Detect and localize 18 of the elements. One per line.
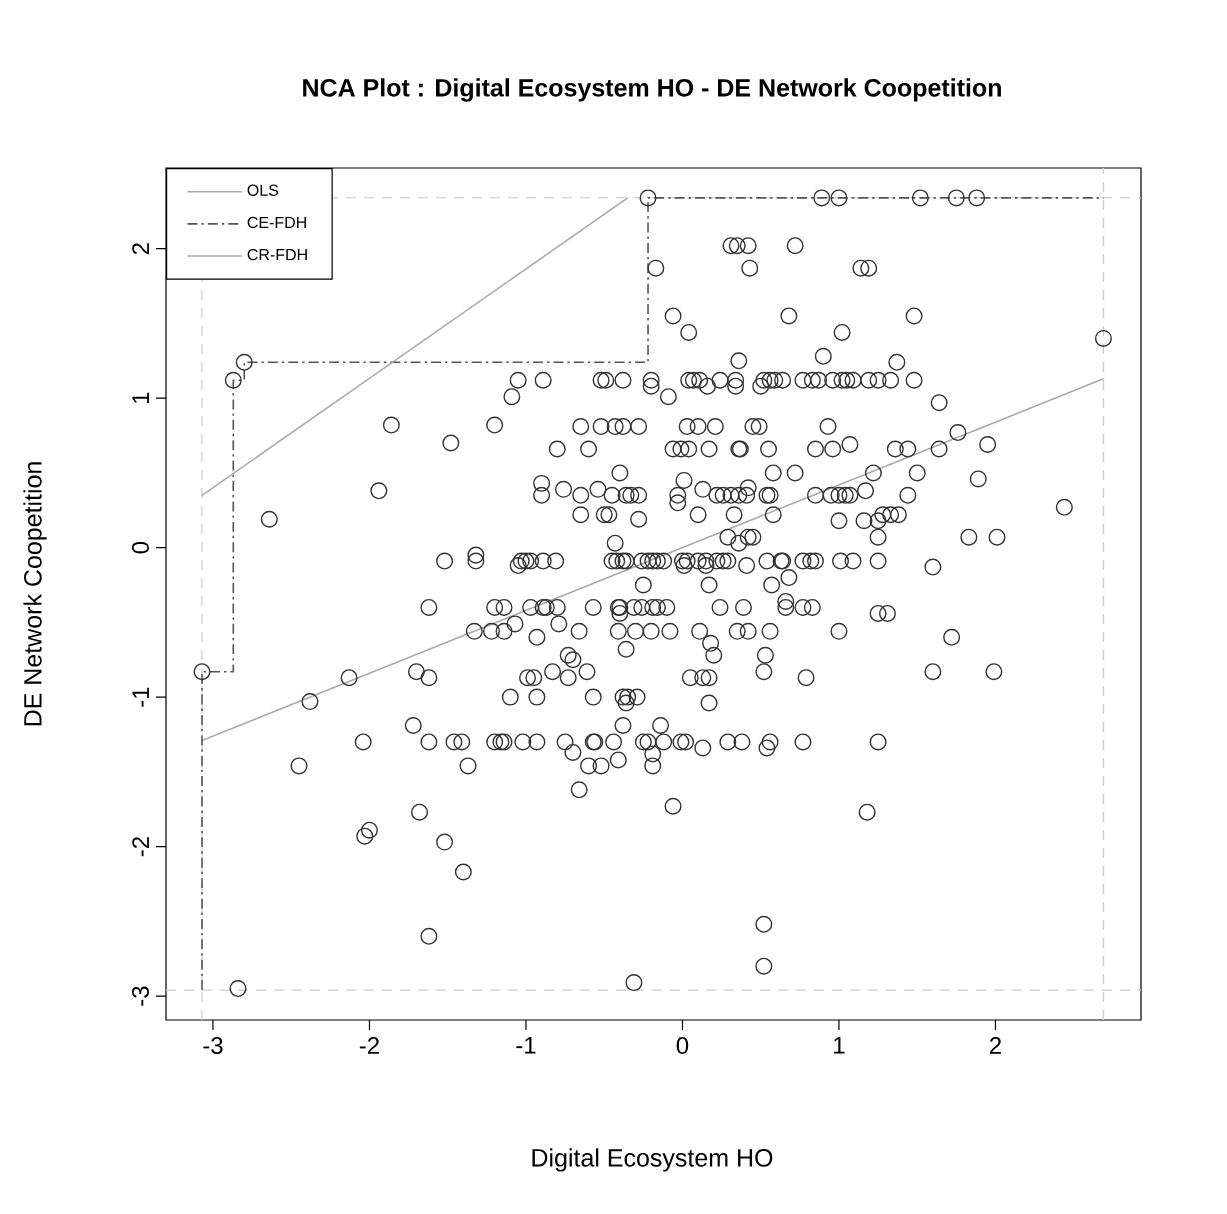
y-tick-label: -3 <box>131 986 149 1006</box>
legend-label: CR-FDH <box>247 248 307 261</box>
y-tick-label: -1 <box>132 687 149 707</box>
y-tick-label: 2 <box>132 243 149 255</box>
x-tick-label: 2 <box>989 1037 1001 1054</box>
legend-label: CE-FDH <box>247 216 306 229</box>
y-axis-title: DE Network Coopetition <box>23 462 47 726</box>
y-tick-label: 1 <box>132 392 149 404</box>
x-tick-label: 0 <box>676 1037 689 1055</box>
y-tick-label: -2 <box>132 837 149 857</box>
x-axis-title: Digital Ecosystem HO <box>532 1148 773 1172</box>
chart-title: NCA Plot : Digital Ecosystem HO - DE Network Coopetition <box>303 78 1001 102</box>
y-tick-label: 0 <box>131 541 149 554</box>
x-tick-label: -3 <box>203 1037 223 1055</box>
x-tick-label: -2 <box>359 1037 379 1054</box>
x-tick-label: 1 <box>834 1037 845 1054</box>
x-tick-label: -1 <box>516 1037 536 1054</box>
legend-label: OLS <box>247 184 279 196</box>
